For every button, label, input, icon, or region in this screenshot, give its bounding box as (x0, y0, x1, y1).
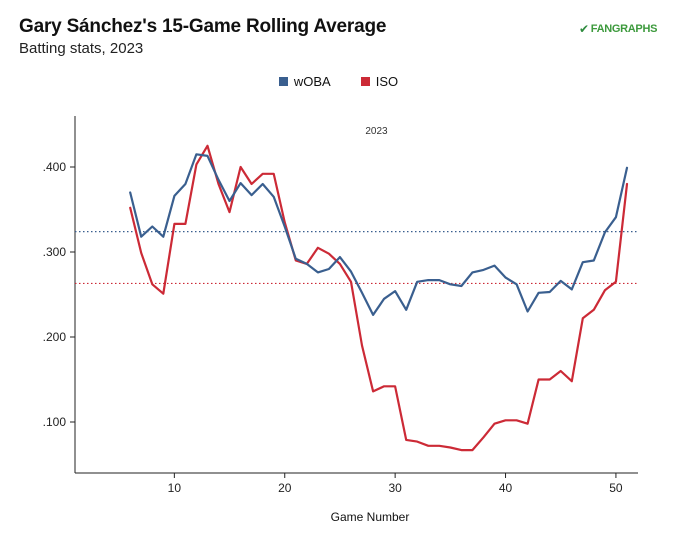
legend-item-iso: ISO (360, 74, 399, 89)
chart-subtitle: Batting stats, 2023 (19, 40, 144, 57)
x-axis-title: Game Number (330, 510, 410, 524)
legend-label-woba: wOBA (293, 74, 331, 89)
legend-swatch-iso (360, 77, 370, 86)
series-line-iso (129, 144, 629, 452)
x-tick-label: 10 (168, 481, 182, 495)
y-tick-label: .400 (43, 160, 67, 174)
season-annotation: 2023 (365, 126, 388, 137)
fangraphs-logo: ✔ FANGRAPHS (579, 22, 657, 36)
logo-text: FANGRAPHS (590, 23, 658, 35)
y-tick-label: .300 (43, 245, 67, 259)
series-line-woba (129, 153, 629, 316)
fangraphs-mark-icon: ✔ (579, 22, 589, 36)
x-tick-label: 30 (388, 481, 402, 495)
y-tick-label: .200 (43, 330, 67, 344)
x-tick-label: 20 (278, 481, 292, 495)
y-tick-label: .100 (43, 415, 67, 429)
x-tick-label: 50 (609, 481, 623, 495)
legend-item-woba: wOBA (278, 74, 331, 89)
legend-swatch-woba (278, 77, 288, 86)
x-tick-label: 40 (499, 481, 513, 495)
chart-title: Gary Sánchez's 15-Game Rolling Average (19, 16, 387, 37)
legend-label-iso: ISO (375, 74, 399, 89)
legend: wOBA ISO (0, 74, 677, 89)
